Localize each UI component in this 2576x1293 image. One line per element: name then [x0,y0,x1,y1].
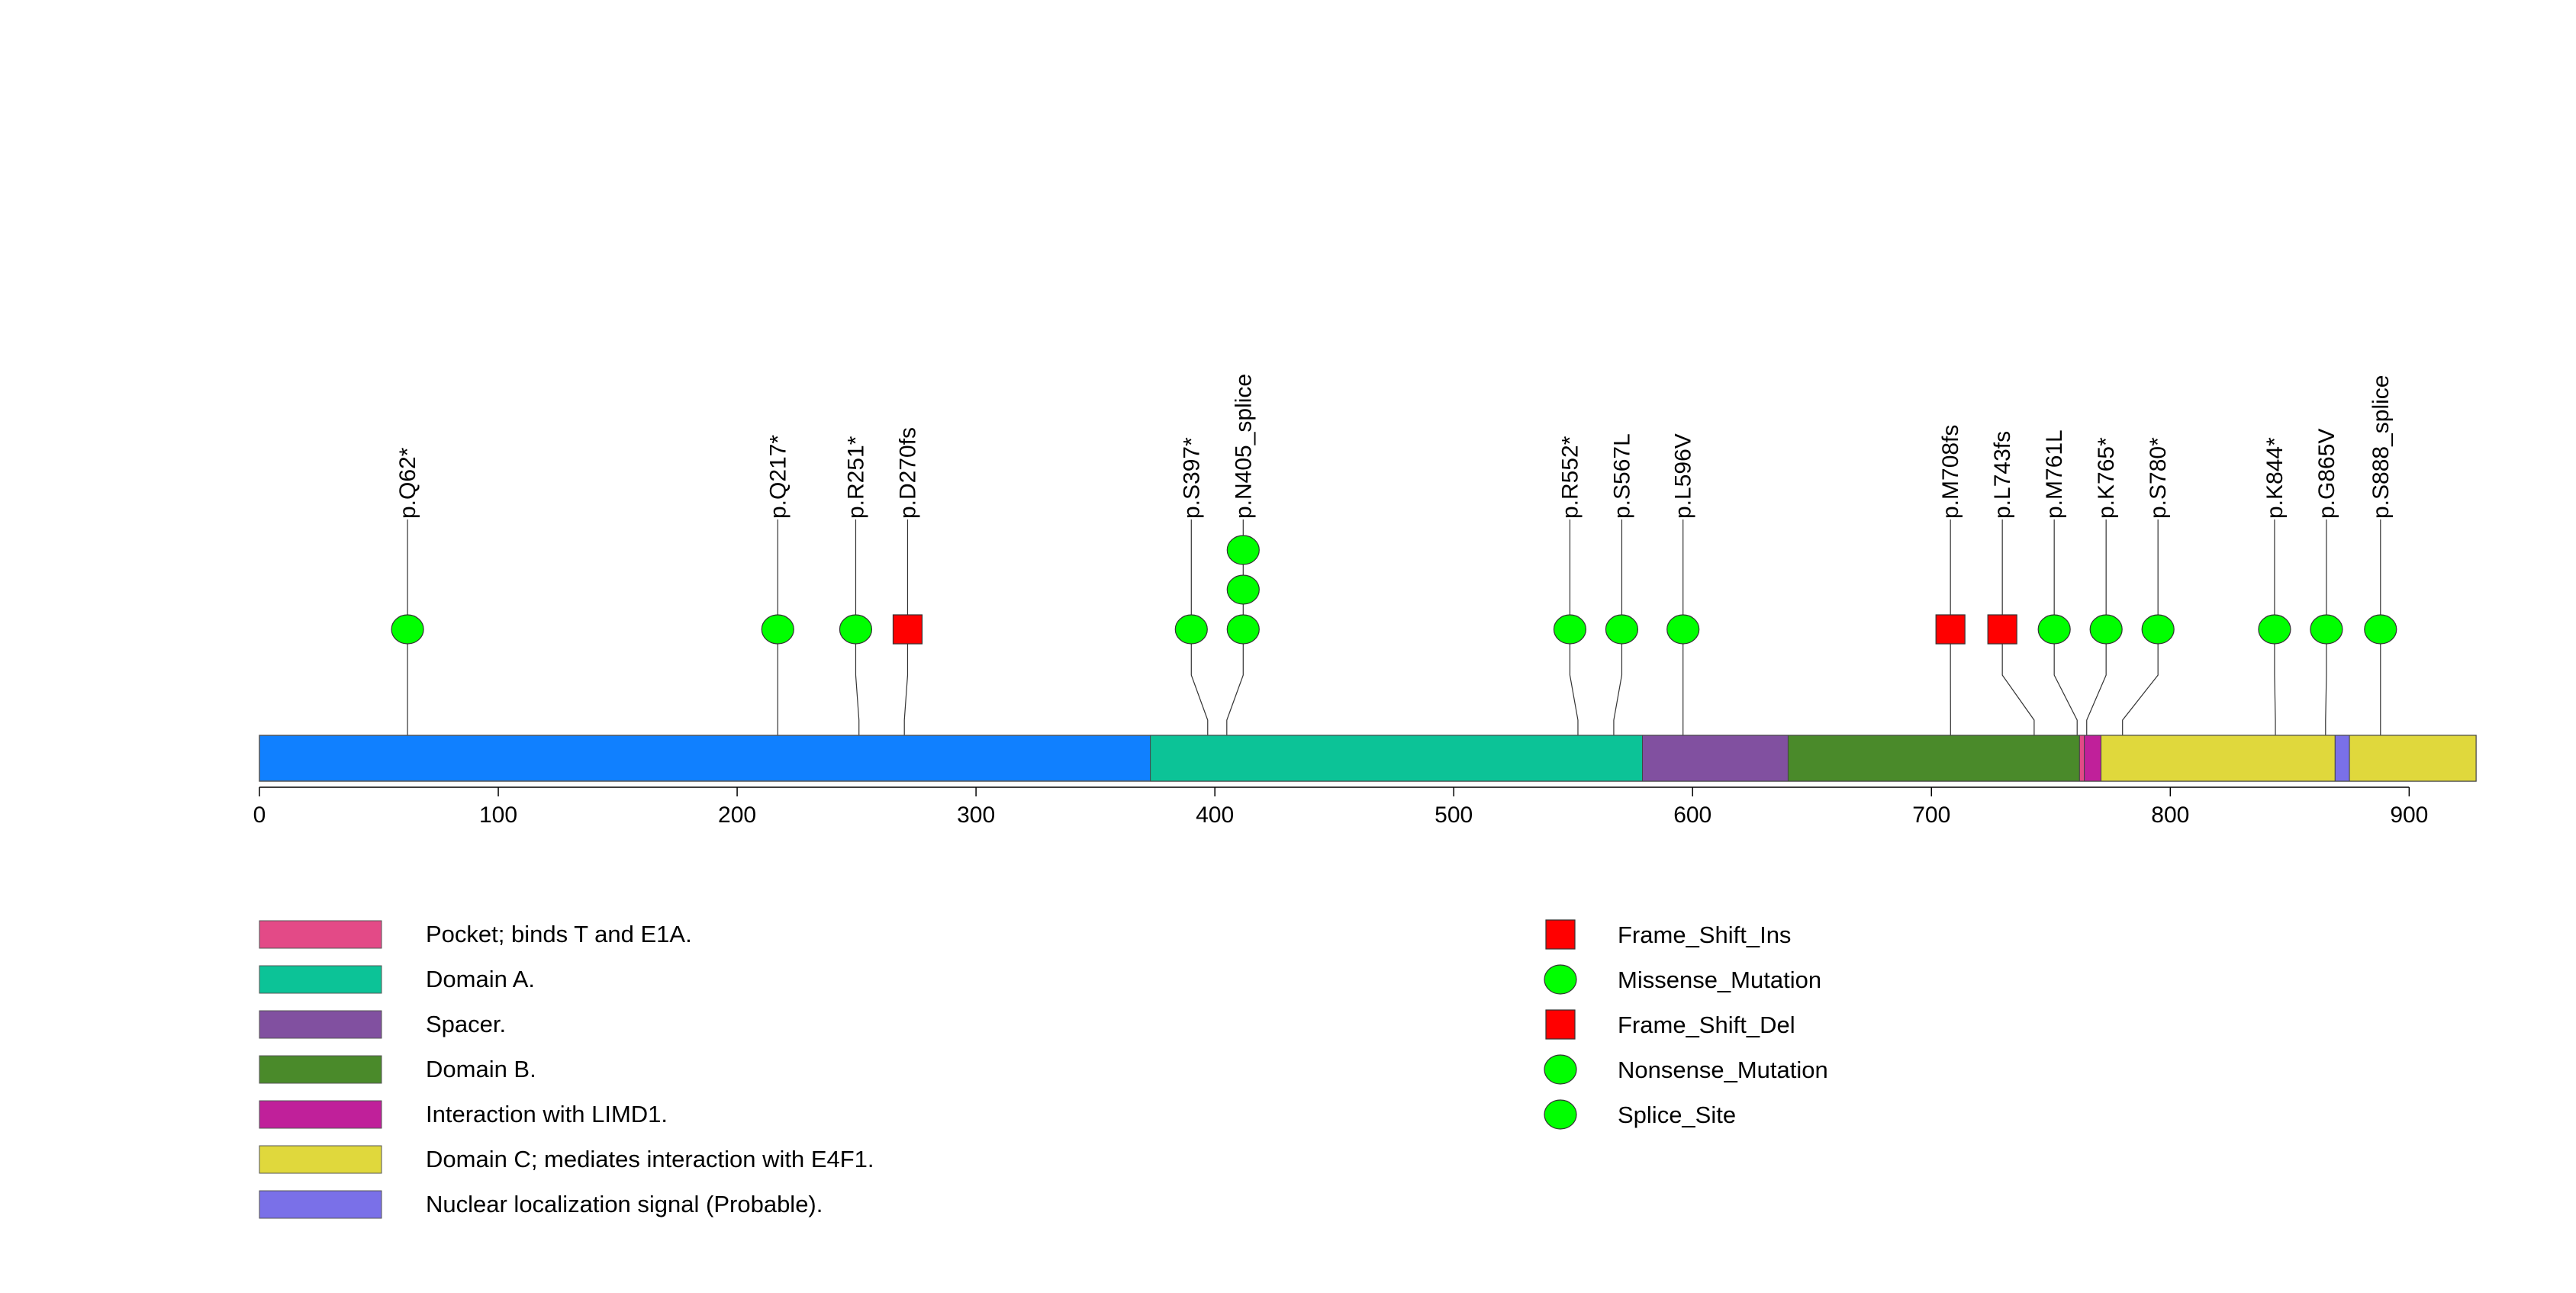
mutation-p-k765-label: p.K765* [2094,437,2119,519]
mutation-p-q217-marker-1 [762,615,794,644]
legend-swatch-nuclear-localization-signal-probable [259,1191,382,1218]
legend-label-domain-c-mediates-interaction-with-e4f1: Domain C; mediates interaction with E4F1… [426,1146,874,1172]
mutation-p-k844-label: p.K844* [2262,437,2288,519]
domain-pocket-binds-t-and-e1a-3 [2079,735,2084,781]
mutation-p-n405-splice-label: p.N405_splice [1231,374,1256,519]
legend-label-missense-mutation: Missense_Mutation [1618,967,1821,993]
mutation-p-q62-marker-1 [391,615,423,644]
domain-domain-a-0 [1151,735,1643,781]
legend-label-splice-site: Splice_Site [1618,1102,1736,1128]
legend-symbol-missense-mutation [1544,965,1576,994]
mutation-p-k765-marker-1 [2090,615,2122,644]
mutation-p-r251-label: p.R251* [843,436,868,519]
legend-symbol-nonsense-mutation [1544,1055,1576,1084]
legend-symbol-splice-site [1544,1100,1576,1129]
x-tick-label-0: 0 [253,802,266,828]
legend-label-nuclear-localization-signal-probable: Nuclear localization signal (Probable). [426,1191,823,1217]
mutation-markers [391,536,2397,644]
x-axis: 0 100 200 300 400 500 600 700 800 900 [253,787,2429,828]
legend-label-domain-b: Domain B. [426,1056,536,1082]
legend-label-pocket-binds-t-and-e1a: Pocket; binds T and E1A. [426,921,692,947]
mutation-p-g865v-label: p.G865V [2314,429,2339,519]
mutation-p-l596v-label: p.L596V [1671,433,1696,519]
domain-interaction-with-limd1-4 [2085,735,2101,781]
legend-label-frame-shift-ins: Frame_Shift_Ins [1618,922,1791,948]
mutation-p-s397-label: p.S397* [1179,437,1204,519]
mutation-p-m708fs-label: p.M708fs [1938,425,1963,519]
x-tick-label-600: 600 [1673,802,1711,828]
mutation-p-l743fs-marker-1 [1988,615,2017,644]
mutation-p-n405-splice-marker-1 [1227,615,1259,644]
legend-swatch-interaction-with-limd1 [259,1101,382,1128]
mutation-p-k844-marker-1 [2259,615,2291,644]
legend-swatch-pocket-binds-t-and-e1a [259,921,382,948]
mutation-p-s780-marker-1 [2142,615,2174,644]
mutation-labels: p.Q62* p.Q217* p.R251* p.D270fs p.S397* p.N40… [395,374,2394,519]
x-tick-label-400: 400 [1196,802,1234,828]
mutation-p-s780-label: p.S780* [2146,437,2171,519]
mutation-p-l743fs-label: p.L743fs [1990,431,2015,519]
domain-legend: Pocket; binds T and E1A. Domain A. Spacer.… [259,921,874,1218]
mutation-p-l596v-marker-1 [1667,615,1699,644]
legend-swatch-domain-b [259,1056,382,1083]
legend-label-spacer: Spacer. [426,1011,506,1037]
x-tick-label-200: 200 [718,802,756,828]
domain-domain-c-mediates-interaction-with-e4f1-7 [2349,735,2476,781]
mutation-p-s888-splice-marker-1 [2365,615,2397,644]
protein-track [259,735,2476,781]
legend-swatch-domain-a [259,966,382,993]
legend-label-domain-a: Domain A. [426,966,535,992]
x-tick-label-700: 700 [1912,802,1950,828]
mutation-p-n405-splice-marker-3 [1227,536,1259,564]
x-tick-label-300: 300 [957,802,995,828]
mutation-p-s397-marker-1 [1175,615,1207,644]
domain-domain-c-mediates-interaction-with-e4f1-5 [2101,735,2336,781]
mutation-p-n405-splice-marker-2 [1227,575,1259,604]
domain-nuclear-localization-signal-probable-6 [2335,735,2349,781]
mutation-p-m761l-label: p.M761L [2042,429,2067,519]
mutation-p-q62-label: p.Q62* [395,447,420,519]
legend-label-nonsense-mutation: Nonsense_Mutation [1618,1057,1828,1083]
domain-spacer-1 [1642,735,1788,781]
legend-symbol-frame-shift-del [1546,1010,1575,1039]
legend-label-frame-shift-del: Frame_Shift_Del [1618,1012,1795,1038]
legend-symbol-frame-shift-ins [1546,920,1575,949]
mutation-p-s567l-label: p.S567L [1609,433,1634,519]
mutation-p-m708fs-marker-1 [1936,615,1965,644]
mutation-type-legend: Frame_Shift_Ins Missense_Mutation Frame_Sh… [1544,920,1828,1129]
mutation-p-m761l-marker-1 [2038,615,2070,644]
x-tick-label-500: 500 [1435,802,1473,828]
mutation-p-d270fs-label: p.D270fs [895,427,920,519]
mutation-p-s567l-marker-1 [1605,615,1637,644]
mutation-p-g865v-marker-1 [2310,615,2343,644]
mutation-p-d270fs-marker-1 [893,615,922,644]
mutation-p-r552-label: p.R552* [1557,436,1583,519]
x-tick-label-900: 900 [2390,802,2428,828]
mutation-p-r251-marker-1 [839,615,871,644]
mutation-p-q217-label: p.Q217* [765,435,791,519]
x-tick-label-800: 800 [2151,802,2189,828]
x-tick-label-100: 100 [479,802,517,828]
legend-label-interaction-with-limd1: Interaction with LIMD1. [426,1101,668,1127]
mutation-p-r552-marker-1 [1554,615,1586,644]
domain-domain-b-2 [1788,735,2079,781]
legend-swatch-domain-c-mediates-interaction-with-e4f1 [259,1146,382,1173]
mutation-p-s888-splice-label: p.S888_splice [2368,375,2394,519]
legend-swatch-spacer [259,1011,382,1038]
